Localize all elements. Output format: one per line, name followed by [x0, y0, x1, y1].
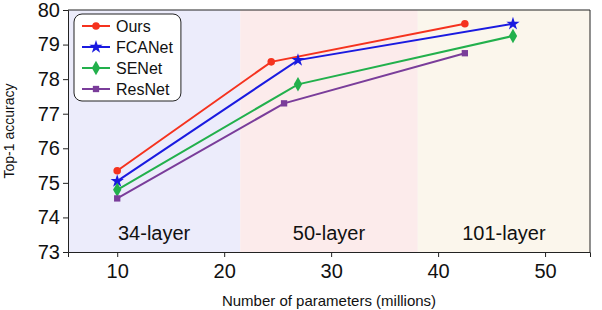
tick-label: 79	[38, 33, 60, 55]
series-marker	[509, 29, 517, 43]
tick-mark	[438, 252, 439, 257]
frame	[68, 10, 590, 11]
tick-label: 80	[38, 0, 60, 21]
tick-mark	[63, 10, 68, 11]
series-marker	[114, 195, 120, 201]
tick: 77	[38, 103, 68, 125]
tick-mark	[63, 148, 68, 149]
tick-label: 74	[38, 206, 60, 228]
legend-marker	[89, 40, 102, 53]
legend-label: FCANet	[116, 39, 173, 56]
x-axis-title: Number of parameters (millions)	[222, 292, 436, 309]
legend-marker	[92, 22, 100, 30]
region	[418, 10, 590, 252]
series-marker	[294, 77, 302, 91]
legend-label: SENet	[116, 60, 163, 77]
tick: 76	[38, 137, 68, 159]
tick-label: 20	[214, 260, 236, 282]
tick-label: 73	[38, 241, 60, 263]
legend-box	[74, 14, 181, 101]
tick-label: 78	[38, 68, 60, 90]
region-label: 50-layer	[293, 222, 366, 244]
tick-mark	[63, 45, 68, 46]
axis-line	[63, 11, 69, 253]
y-axis: 73 74 75 76 77 78 79 80	[38, 0, 69, 263]
tick: 73	[38, 241, 68, 263]
legend-label: Ours	[116, 18, 151, 35]
tick: 78	[38, 68, 68, 90]
legend: Ours FCANet SENet ResNet	[74, 14, 181, 101]
series-marker	[506, 17, 519, 30]
tick: 50	[534, 252, 556, 282]
series-marker	[267, 58, 275, 66]
tick-mark	[63, 79, 68, 80]
region	[68, 10, 240, 252]
y-axis-title: Top-1 accuracy	[1, 84, 17, 179]
series-marker	[113, 167, 121, 175]
tick: 20	[214, 252, 236, 282]
legend-label: ResNet	[116, 81, 170, 98]
plot: 34-layer50-layer101-layer102030405073747…	[38, 0, 591, 282]
x-axis: 10 20 30 40 50	[69, 252, 591, 282]
series-marker	[113, 183, 121, 197]
region	[240, 10, 418, 252]
legend-marker	[92, 61, 100, 75]
tick-label: 40	[427, 260, 449, 282]
tick-mark	[331, 252, 332, 257]
tick-label: 76	[38, 137, 60, 159]
regions	[68, 10, 590, 252]
tick-mark	[63, 183, 68, 184]
tick-mark	[63, 252, 68, 253]
series-marker	[281, 100, 287, 106]
tick-label: 75	[38, 172, 60, 194]
tick: 10	[107, 252, 129, 282]
tick-label: 30	[321, 260, 343, 282]
series-marker	[461, 20, 469, 28]
tick: 79	[38, 33, 68, 55]
tick: 80	[38, 0, 68, 21]
series-marker	[291, 53, 304, 66]
legend-marker	[93, 86, 99, 92]
region-label: 101-layer	[462, 222, 546, 244]
tick-label: 10	[107, 260, 129, 282]
tick-mark	[117, 252, 118, 257]
series-marker	[462, 50, 468, 56]
tick-mark	[545, 252, 546, 257]
tick: 30	[321, 252, 343, 282]
tick: 40	[427, 252, 449, 282]
tick: 74	[38, 206, 68, 228]
tick-mark	[63, 114, 68, 115]
frame	[590, 10, 591, 252]
chart: 34-layer50-layer101-layer102030405073747…	[0, 0, 602, 310]
region-label: 34-layer	[118, 222, 191, 244]
series-group	[111, 17, 520, 202]
tick-label: 77	[38, 103, 60, 125]
tick-label: 50	[534, 260, 556, 282]
tick-mark	[224, 252, 225, 257]
axis-line	[69, 253, 591, 258]
tick-mark	[63, 217, 68, 218]
tick: 75	[38, 172, 68, 194]
